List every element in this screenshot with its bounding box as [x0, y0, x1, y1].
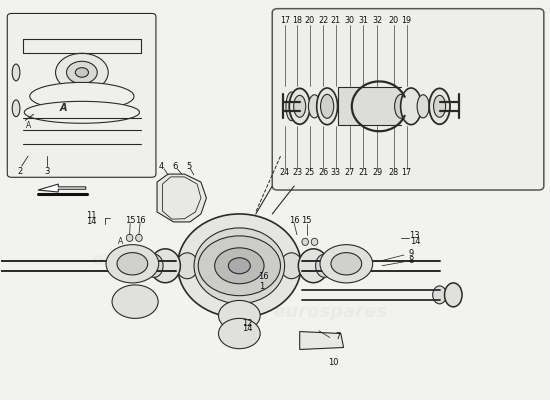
Ellipse shape: [400, 88, 421, 125]
Text: eurospares: eurospares: [92, 251, 206, 269]
Polygon shape: [38, 184, 86, 192]
Text: 9: 9: [409, 249, 414, 258]
Text: 16: 16: [135, 216, 145, 225]
Ellipse shape: [30, 82, 134, 110]
Ellipse shape: [12, 64, 20, 81]
Text: 2: 2: [17, 167, 23, 176]
Ellipse shape: [433, 95, 446, 117]
Text: 16: 16: [289, 216, 300, 225]
Text: 21: 21: [331, 16, 341, 25]
Circle shape: [331, 253, 362, 275]
Text: A: A: [60, 103, 68, 113]
Text: 17: 17: [280, 16, 290, 25]
Text: 18: 18: [293, 16, 303, 25]
FancyBboxPatch shape: [7, 14, 156, 177]
Text: 15: 15: [301, 216, 312, 225]
Circle shape: [56, 53, 108, 92]
Text: 29: 29: [372, 168, 382, 177]
Ellipse shape: [126, 234, 133, 242]
Circle shape: [228, 258, 250, 274]
Circle shape: [198, 236, 280, 296]
Text: 14: 14: [410, 237, 420, 246]
Circle shape: [112, 285, 158, 318]
Ellipse shape: [146, 254, 163, 277]
Text: 13: 13: [410, 231, 420, 240]
Ellipse shape: [12, 100, 20, 117]
Ellipse shape: [430, 95, 442, 117]
Text: 31: 31: [359, 16, 369, 25]
Text: 14: 14: [243, 324, 253, 333]
Text: 28: 28: [388, 168, 399, 177]
Text: 33: 33: [331, 168, 341, 177]
Ellipse shape: [309, 95, 321, 118]
Ellipse shape: [444, 283, 462, 307]
Text: 16: 16: [257, 272, 268, 281]
Ellipse shape: [394, 94, 408, 118]
Text: 26: 26: [318, 168, 328, 177]
Text: 21: 21: [358, 168, 368, 177]
Circle shape: [214, 248, 264, 284]
Text: 27: 27: [344, 168, 355, 177]
Text: 20: 20: [388, 16, 399, 25]
Ellipse shape: [317, 88, 338, 125]
Ellipse shape: [433, 286, 447, 304]
Ellipse shape: [429, 88, 450, 124]
Ellipse shape: [302, 238, 309, 246]
Circle shape: [218, 300, 260, 331]
Text: 12: 12: [243, 319, 253, 328]
Ellipse shape: [176, 253, 198, 279]
Text: 4: 4: [158, 162, 163, 171]
Text: 32: 32: [372, 16, 382, 25]
Text: 11: 11: [86, 211, 96, 220]
Text: 10: 10: [328, 358, 339, 367]
Text: 1: 1: [258, 282, 264, 291]
Ellipse shape: [136, 234, 142, 242]
Ellipse shape: [289, 88, 310, 124]
Circle shape: [106, 245, 159, 283]
Text: 15: 15: [125, 216, 135, 225]
Ellipse shape: [286, 92, 297, 121]
Circle shape: [75, 68, 89, 77]
Ellipse shape: [194, 228, 284, 304]
Text: 24: 24: [280, 168, 290, 177]
Text: A: A: [25, 121, 31, 130]
Circle shape: [117, 253, 148, 275]
Ellipse shape: [280, 253, 302, 279]
FancyBboxPatch shape: [272, 9, 544, 190]
Text: 30: 30: [345, 16, 355, 25]
Ellipse shape: [294, 95, 306, 117]
Circle shape: [320, 245, 373, 283]
Text: 25: 25: [305, 168, 315, 177]
Polygon shape: [300, 332, 344, 350]
Text: 14: 14: [86, 217, 96, 226]
Text: 23: 23: [293, 168, 303, 177]
Ellipse shape: [24, 101, 140, 123]
Text: eurospares: eurospares: [309, 101, 405, 116]
Text: eurospares: eurospares: [273, 303, 387, 321]
Polygon shape: [157, 174, 206, 222]
Ellipse shape: [298, 249, 328, 283]
Text: 5: 5: [186, 162, 191, 171]
Ellipse shape: [417, 95, 429, 118]
Text: 19: 19: [402, 16, 412, 25]
Ellipse shape: [311, 238, 318, 246]
Polygon shape: [338, 87, 401, 126]
Ellipse shape: [178, 214, 301, 318]
Ellipse shape: [321, 94, 334, 118]
Text: 6: 6: [173, 162, 178, 171]
Text: A: A: [118, 237, 123, 246]
Circle shape: [218, 318, 260, 349]
Ellipse shape: [316, 254, 333, 277]
Text: 3: 3: [45, 167, 50, 176]
Text: 17: 17: [402, 168, 412, 177]
Text: 22: 22: [318, 16, 328, 25]
Circle shape: [67, 61, 97, 84]
Text: 20: 20: [305, 16, 315, 25]
Text: 7: 7: [336, 332, 341, 341]
Text: 8: 8: [408, 256, 414, 265]
Ellipse shape: [150, 249, 180, 283]
